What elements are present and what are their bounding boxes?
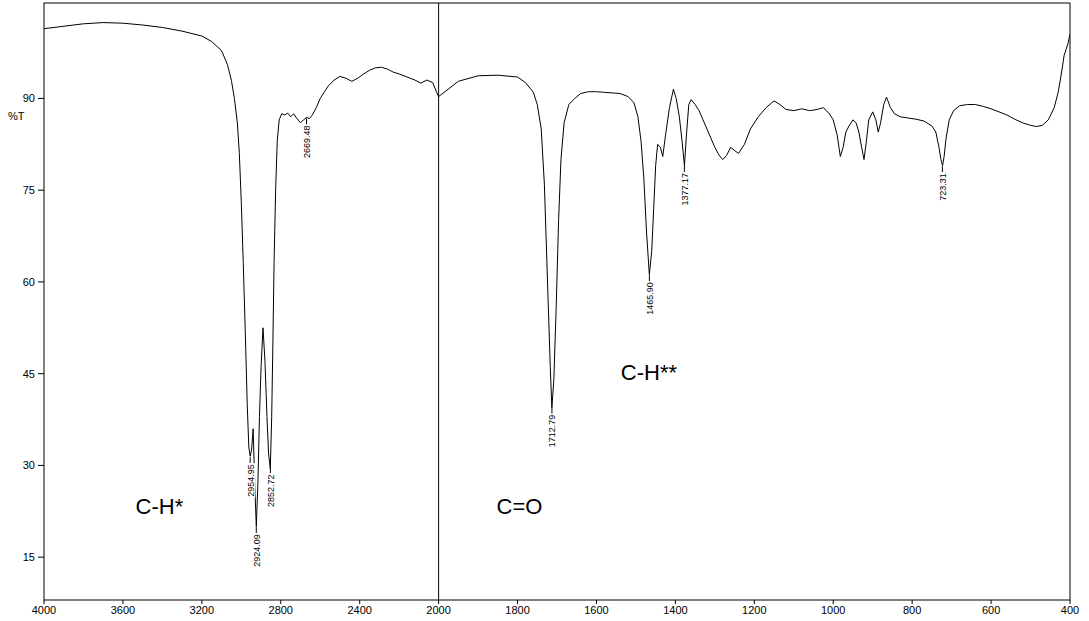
y-tick [38, 373, 44, 374]
peak-label-patch [937, 172, 947, 202]
peak-label-patch [679, 172, 689, 207]
peak-leader [551, 408, 552, 414]
spectrum-line [44, 23, 1070, 527]
y-tick-label: 60 [23, 276, 35, 288]
peak-leader [306, 118, 307, 124]
peak-label-patch [265, 473, 275, 508]
x-tick-label: 2400 [347, 604, 371, 616]
peak-label-group: 1377.17 [679, 166, 689, 207]
peak-label: 1465.90 [645, 282, 655, 315]
peak-label: 1377.17 [680, 173, 690, 206]
y-tick [38, 557, 44, 558]
y-tick-label: 15 [23, 551, 35, 563]
peak-label: 2852.72 [266, 474, 276, 507]
peak-label-group: 2954.95 [245, 457, 255, 498]
peak-label-group: 2852.72 [265, 467, 275, 508]
annotation: C=O [497, 494, 543, 519]
x-tick-label: 4000 [32, 604, 56, 616]
peak-label: 1712.79 [547, 415, 557, 448]
peak-label-group: 723.31 [937, 166, 947, 202]
peak-label: 2954.95 [246, 464, 256, 497]
y-tick [38, 98, 44, 99]
peak-label: 2924.09 [252, 534, 262, 567]
x-tick-label: 1800 [505, 604, 529, 616]
x-tick-label: 1000 [821, 604, 845, 616]
y-tick-label: 75 [23, 184, 35, 196]
peak-label-group: 1465.90 [644, 275, 654, 316]
peak-leader [256, 527, 257, 533]
peak-label-group: 2924.09 [251, 527, 261, 568]
annotation: C-H* [136, 494, 184, 519]
x-tick-label: 2000 [426, 604, 450, 616]
y-tick [38, 190, 44, 191]
x-tick-label: 2800 [269, 604, 293, 616]
x-tick-label: 3200 [190, 604, 214, 616]
peak-label-patch [547, 414, 557, 449]
peak-label-group: 1712.79 [547, 408, 557, 449]
peak-label-patch [302, 124, 312, 159]
peak-label-group: 2669.48 [302, 118, 312, 159]
peak-leader [684, 166, 685, 172]
y-tick [38, 465, 44, 466]
peak-leader [250, 457, 251, 463]
peak-label: 723.31 [938, 173, 948, 201]
x-tick-label: 1600 [584, 604, 608, 616]
x-tick-label: 800 [903, 604, 921, 616]
plot-frame [44, 3, 1070, 600]
peak-label-patch [245, 463, 255, 498]
x-tick-label: 1400 [663, 604, 687, 616]
x-tick-label: 400 [1061, 604, 1079, 616]
x-tick-label: 600 [982, 604, 1000, 616]
y-tick-label: 30 [23, 459, 35, 471]
y-tick [38, 281, 44, 282]
peak-leader [649, 275, 650, 281]
background [0, 0, 1089, 621]
peak-label: 2669.48 [302, 125, 312, 158]
y-tick-label: 90 [23, 92, 35, 104]
chart: 4000 3600 3200 2800 2400 2000 1800 1600 1400 1200… [0, 0, 1089, 621]
annotation: C-H** [621, 360, 678, 385]
y-tick-label: 45 [23, 368, 35, 380]
y-axis-label: %T [8, 110, 25, 122]
peak-leader [270, 467, 271, 473]
peak-label-patch [644, 281, 654, 316]
x-tick-label: 3600 [111, 604, 135, 616]
peak-label-patch [251, 533, 261, 568]
plot-area [44, 23, 1070, 527]
x-tick-label: 1200 [742, 604, 766, 616]
scale-divider [438, 3, 439, 600]
peak-leader [942, 166, 943, 172]
